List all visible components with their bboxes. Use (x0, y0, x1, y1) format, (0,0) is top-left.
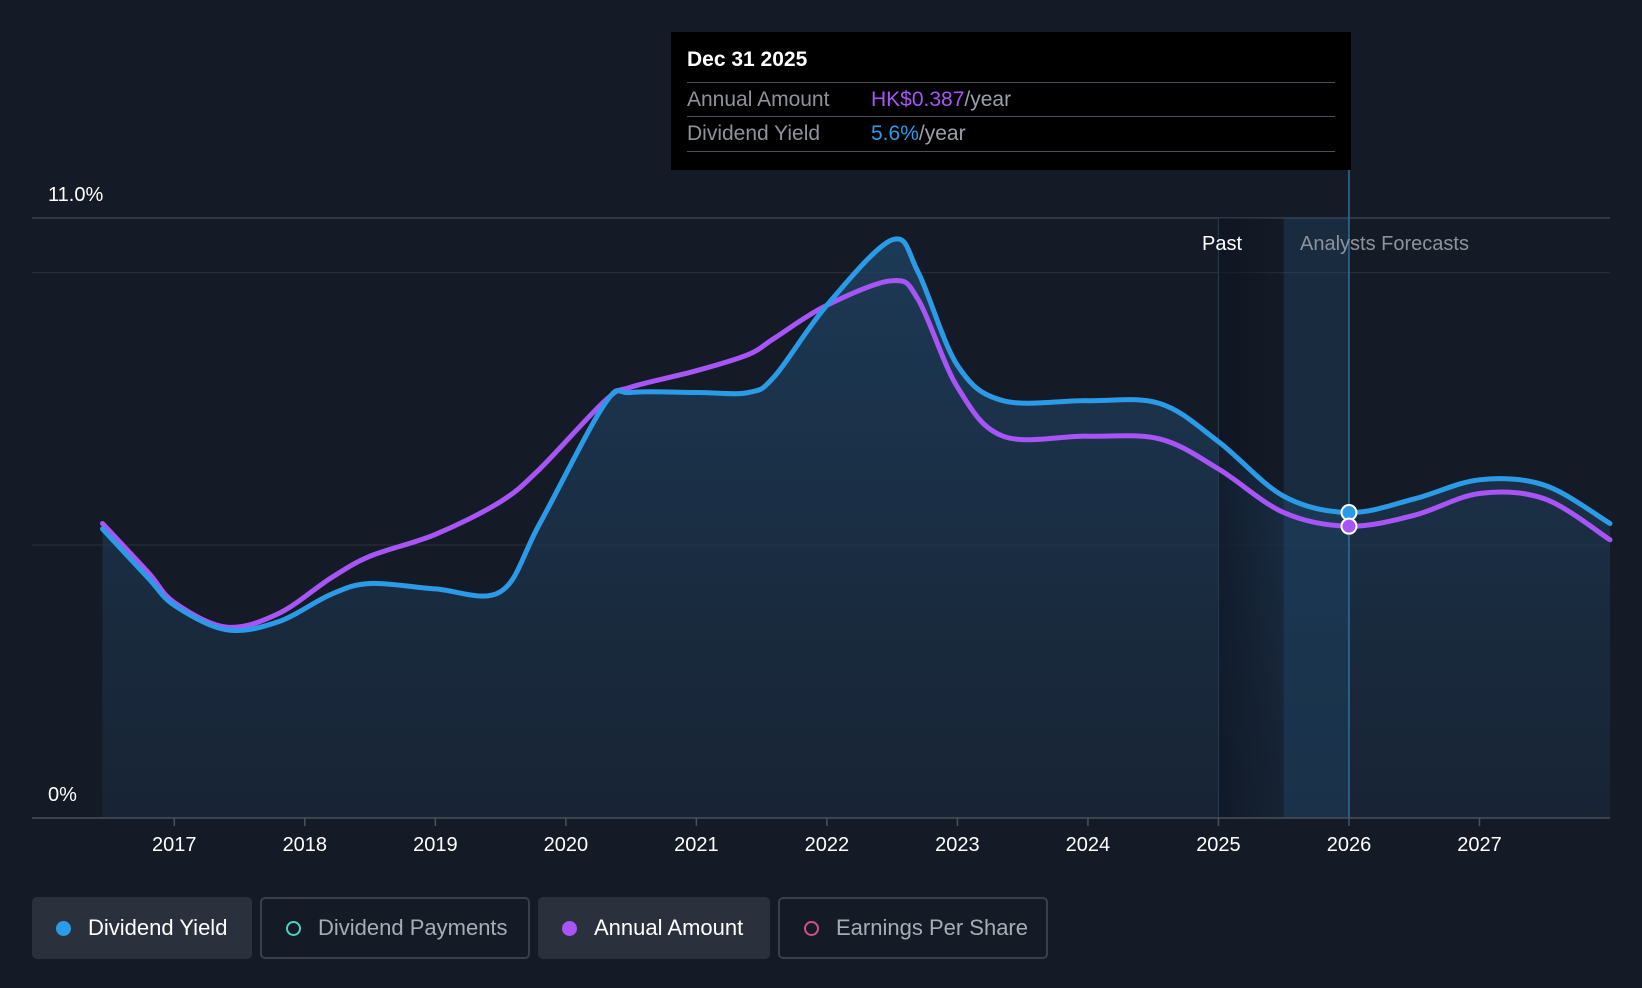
tooltip-row-annual-amount: Annual Amount HK$0.387/year (687, 82, 1335, 117)
y-tick-label-min: 0% (48, 784, 77, 806)
yield-area (102, 238, 1610, 819)
legend-annual-amount-button[interactable]: Annual Amount (538, 897, 770, 959)
legend-label: Earnings Per Share (836, 915, 1028, 940)
dividend-yield-line (100, 236, 1613, 633)
x-tick-label: 2022 (805, 834, 850, 856)
past-region-shade (1218, 218, 1284, 818)
y-tick-label-max: 11.0% (48, 184, 103, 206)
annual-amount-line (100, 278, 1613, 630)
legend-dot-icon (562, 920, 577, 936)
tooltip-date: Dec 31 2025 (687, 48, 808, 71)
x-tick-label: 2024 (1066, 834, 1111, 856)
x-tick-label: 2023 (935, 834, 980, 856)
x-tick-label: 2017 (152, 834, 197, 856)
series-lines (100, 236, 1613, 633)
x-tick-label: 2018 (283, 834, 328, 856)
highlight-markers (1340, 504, 1358, 535)
tooltip-value: HK$0.387 (871, 88, 965, 111)
x-axis: 2017 2018 2019 2020 2021 2022 2023 2024 2025 2026… (32, 817, 1610, 856)
tooltip-value: 5.6% (871, 122, 919, 145)
legend-label: Dividend Payments (318, 915, 508, 940)
past-forecast-region (1217, 170, 1350, 818)
legend-dividend-yield-button[interactable]: Dividend Yield (32, 897, 252, 959)
past-label: Past (1202, 233, 1242, 255)
forecast-label: Analysts Forecasts (1300, 233, 1469, 255)
x-tick-label: 2026 (1327, 834, 1372, 856)
tooltip: Dec 31 2025 Annual Amount HK$0.387/year … (671, 32, 1351, 170)
legend-dot-icon (56, 920, 71, 936)
tooltip-label: Dividend Yield (687, 122, 821, 145)
legend-label: Dividend Yield (88, 915, 228, 940)
x-tick-label: 2020 (544, 834, 589, 856)
x-tick-label: 2021 (674, 834, 719, 856)
legend-dot-icon (286, 920, 301, 936)
x-tick-label: 2025 (1196, 834, 1241, 856)
yield-area-fill (102, 238, 1610, 819)
annual-amount-marker (1340, 517, 1358, 535)
legend-dot-icon (804, 920, 819, 936)
tooltip-label: Annual Amount (687, 88, 830, 111)
tooltip-unit: /year (918, 122, 966, 145)
legend-label: Annual Amount (594, 915, 744, 940)
x-tick-label: 2027 (1457, 834, 1502, 856)
tooltip-unit: /year (964, 88, 1012, 111)
legend-earnings-per-share-button[interactable]: Earnings Per Share (778, 897, 1048, 959)
legend-dividend-payments-button[interactable]: Dividend Payments (260, 897, 530, 959)
x-tick-label: 2019 (413, 834, 458, 856)
tooltip-row-dividend-yield: Dividend Yield 5.6%/year (687, 116, 1335, 152)
